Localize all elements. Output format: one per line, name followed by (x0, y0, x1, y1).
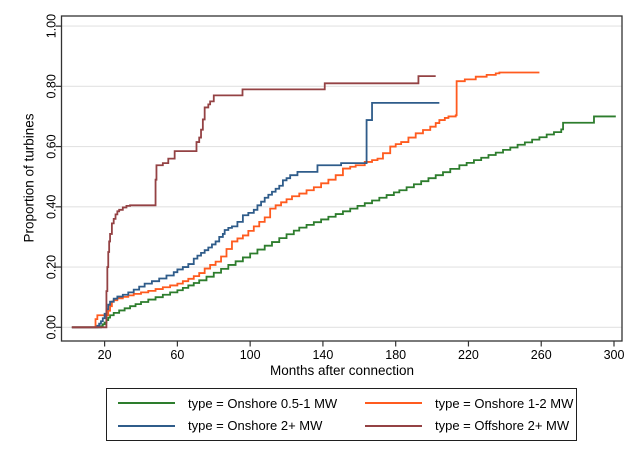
y-tick-label: 0.20 (44, 255, 58, 279)
legend-item: type = Onshore 2+ MW (113, 415, 360, 438)
y-tick-label: 0.60 (44, 134, 58, 158)
y-tick-label: 0.40 (44, 195, 58, 219)
x-tick-label: 260 (531, 348, 552, 362)
x-tick-label: 220 (458, 348, 479, 362)
x-tick-label: 300 (604, 348, 625, 362)
legend-line-swatch (118, 402, 175, 405)
series-line-type-onshore-2-mw (71, 102, 440, 329)
legend-line-swatch (365, 424, 422, 427)
y-tick-label: 0.80 (44, 74, 58, 98)
series-line-type-onshore-1-2-mw (71, 71, 540, 329)
legend-item-label: type = Onshore 2+ MW (188, 418, 323, 434)
legend-item-label: type = Offshore 2+ MW (435, 418, 570, 434)
legend-item-label: type = Onshore 1-2 MW (435, 395, 574, 411)
series-line-type-onshore-0-5-1-mw (71, 115, 616, 329)
y-tick-label: 1.00 (44, 14, 58, 38)
legend-item-label: type = Onshore 0.5-1 MW (188, 395, 338, 411)
legend: type = Onshore 0.5-1 MW type = Onshore 1… (106, 388, 577, 441)
x-tick-label: 140 (312, 348, 333, 362)
x-tick-label: 180 (385, 348, 406, 362)
series-line-type-offshore-2-mw (71, 75, 436, 329)
legend-line-swatch (365, 402, 422, 405)
plot-border (60, 15, 623, 342)
legend-item: type = Onshore 0.5-1 MW (113, 392, 360, 415)
legend-line-swatch (118, 424, 175, 427)
x-tick-label: 100 (240, 348, 261, 362)
y-axis-title: Proportion of turbines (21, 113, 37, 243)
y-tick-label: 0.00 (44, 315, 58, 339)
legend-item: type = Offshore 2+ MW (360, 415, 573, 438)
x-tick-label: 20 (98, 348, 112, 362)
x-axis-title: Months after connection (269, 363, 415, 378)
x-tick-label: 60 (170, 348, 184, 362)
legend-item: type = Onshore 1-2 MW (360, 392, 573, 415)
